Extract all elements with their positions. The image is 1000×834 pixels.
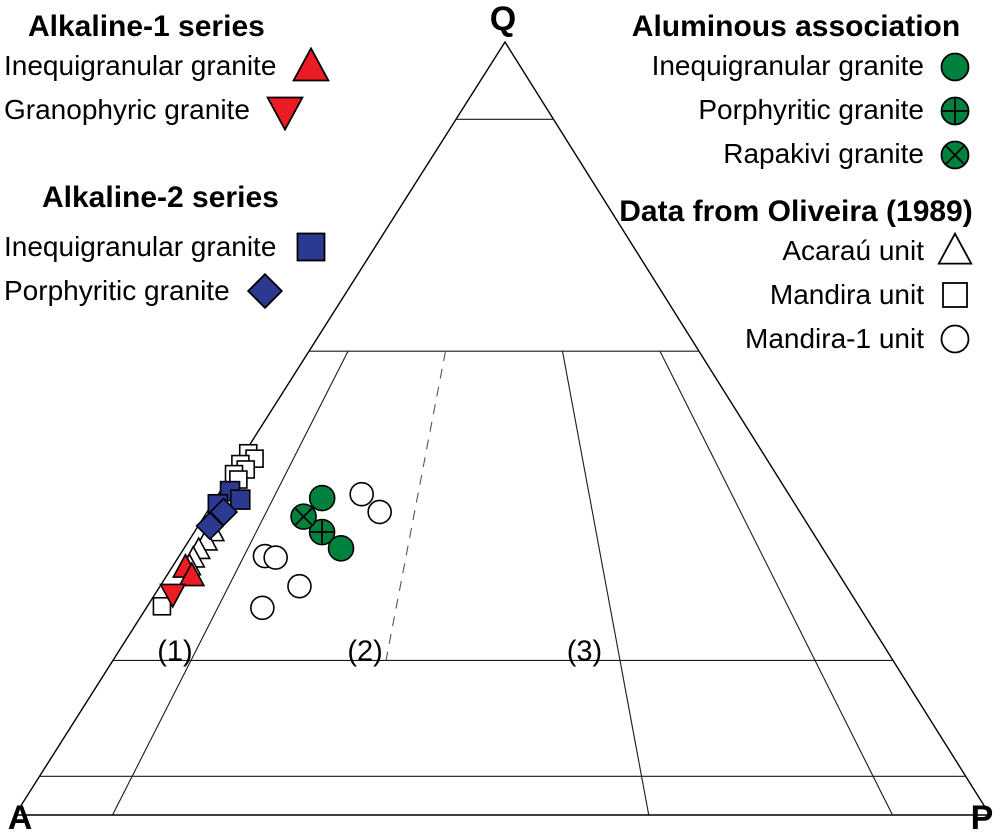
legend-item: Acaraú unit	[598, 229, 994, 273]
field-label: (2)	[347, 635, 382, 667]
vertex-label: P	[971, 799, 994, 834]
legend-item-label: Inequigranular granite	[4, 50, 277, 82]
legend-right: Aluminous association Inequigranular gra…	[598, 0, 994, 361]
legend-item: Inequigranular granite	[598, 45, 994, 89]
triangle-up-red-icon	[290, 46, 332, 87]
square-blue-icon	[290, 227, 332, 267]
aluminous-rapakivi-granite-point	[290, 503, 317, 530]
legend-group-oliveira-1989: Data from Oliveira (1989) Acaraú unit Ma…	[598, 195, 994, 362]
legend-group-title: Alkaline-2 series	[42, 180, 279, 214]
legend-item: Granophyric granite	[4, 89, 332, 133]
legend-item: Porphyritic granite	[598, 89, 994, 133]
field-label: (1)	[157, 635, 192, 667]
legend-group-title: Aluminous association	[631, 10, 961, 43]
vertex-label: A	[8, 799, 33, 834]
legend-item-label: Inequigranular granite	[651, 50, 924, 82]
legend-item-label: Porphyritic granite	[4, 274, 230, 306]
alkaline-2-porphyritic-granite-point	[195, 511, 225, 541]
triangle-outline	[13, 40, 992, 816]
alkaline-1-granophyric-granite-point	[159, 583, 187, 609]
field-label: (3)	[567, 635, 602, 667]
legend-left: Alkaline-1 series Inequigranular granite…	[4, 0, 332, 313]
aluminous-inequigranular-granite-point	[308, 484, 336, 512]
circle-green-icon	[934, 47, 976, 87]
legend-item-label: Granophyric granite	[4, 94, 250, 126]
circle-cross-green-icon	[934, 135, 976, 175]
legend-item-label: Rapakivi granite	[723, 138, 924, 170]
legend-item-label: Porphyritic granite	[698, 94, 924, 126]
mandira-1-unit-point	[250, 595, 275, 621]
grid-line	[385, 351, 447, 661]
circle-open-icon	[934, 319, 976, 359]
aluminous-inequigranular-granite-point	[327, 535, 355, 562]
legend-item-label: Inequigranular granite	[4, 230, 277, 262]
legend-item: Rapakivi granite	[598, 133, 994, 177]
triangle-open-icon	[937, 231, 973, 265]
circle-cross-green-icon	[940, 140, 970, 169]
square-open-icon	[942, 282, 968, 308]
mandira-unit-point	[152, 596, 172, 616]
circle-open-icon	[940, 324, 970, 354]
circle-plus-green-icon	[940, 96, 970, 125]
legend-item: Mandira-1 unit	[598, 317, 994, 361]
triangle-open-icon	[934, 231, 976, 271]
vertex-label: Q	[490, 0, 516, 38]
circle-plus-green-icon	[934, 91, 976, 131]
legend-item-label: Mandira unit	[769, 278, 924, 310]
aluminous-porphyritic-granite-point	[308, 518, 336, 546]
square-blue-icon	[297, 232, 326, 262]
legend-group-title: Alkaline-1 series	[28, 10, 265, 43]
legend-item: Mandira unit	[598, 273, 994, 317]
mandira-1-unit-point	[287, 573, 312, 599]
legend-item: Porphyritic granite	[4, 269, 332, 313]
legend-group-alkaline-2: Alkaline-2 series Inequigranular granite…	[4, 181, 332, 314]
grid-line	[659, 350, 893, 816]
mandira-1-unit-point	[349, 481, 374, 507]
alkaline-1-inequigranular-granite-point	[178, 561, 206, 587]
grid-line	[561, 351, 650, 816]
triangle-down-red-icon	[264, 91, 306, 131]
mandira-1-unit-point	[263, 545, 288, 570]
alkaline-2-inequigranular-granite-point	[229, 489, 251, 510]
legend-group-title: Data from Oliveira (1989)	[619, 194, 973, 228]
triangle-down-red-icon	[265, 96, 304, 131]
legend-item-label: Acaraú unit	[782, 234, 924, 266]
circle-green-icon	[940, 52, 970, 81]
triangle-up-red-icon	[292, 46, 331, 81]
legend-group-aluminous: Aluminous association Inequigranular gra…	[598, 10, 994, 177]
legend-item: Inequigranular granite	[4, 45, 332, 89]
square-open-icon	[934, 275, 976, 315]
legend-group-alkaline-1: Alkaline-1 series Inequigranular granite…	[4, 10, 332, 133]
legend-item: Inequigranular granite	[4, 225, 332, 269]
diamond-blue-icon	[244, 271, 286, 311]
diamond-blue-icon	[246, 272, 283, 310]
grid-line	[112, 350, 349, 816]
mandira-1-unit-point	[367, 499, 392, 525]
legend-item-label: Mandira-1 unit	[745, 322, 924, 354]
